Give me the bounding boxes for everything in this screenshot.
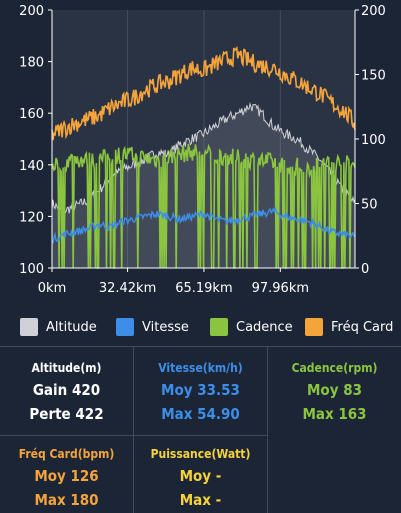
stat-puissance: Puissance(Watt) Moy - Max -	[134, 447, 267, 509]
legend: Altitude Vitesse Cadence Fréq Card	[0, 316, 401, 338]
legend-swatch-cadence	[210, 318, 228, 336]
y-tick-label-right: 100	[361, 133, 386, 148]
y-tick-label-right: 0	[361, 262, 369, 277]
chart: 100 120 140 160 180 200 0 50 100 150 200 0km 32.42km…	[19, 4, 386, 296]
stat-altitude-loss: Perte 422	[29, 405, 104, 423]
stat-cadence-max: Max 163	[302, 405, 367, 423]
stat-vitesse: Vitesse(km/h) Moy 33.53 Max 54.90	[134, 361, 267, 423]
stat-freq-card: Fréq Card(bpm) Moy 126 Max 180	[0, 447, 133, 509]
x-tick-label: 97.96km	[252, 281, 309, 296]
x-tick-label: 0km	[38, 281, 66, 296]
legend-label-altitude: Altitude	[46, 319, 97, 335]
stats-panel: Altitude(m) Gain 420 Perte 422 Vitesse(k…	[0, 346, 401, 513]
y-tick-label-left: 200	[19, 4, 44, 19]
y-tick-label-left: 160	[19, 107, 44, 122]
stat-cadence-avg: Moy 83	[307, 381, 362, 399]
stat-altitude-header: Altitude(m)	[31, 361, 102, 375]
stats-divider	[267, 347, 268, 513]
x-tick-label: 32.42km	[99, 281, 156, 296]
series-line-altitude	[51, 101, 356, 215]
stat-puissance-header: Puissance(Watt)	[150, 447, 251, 461]
y-tick-label-left: 140	[19, 159, 44, 174]
legend-item-freq-card: Fréq Card	[305, 316, 393, 338]
stat-vitesse-max: Max 54.90	[161, 405, 240, 423]
stats-divider	[133, 435, 134, 513]
y-tick-label-left: 100	[19, 262, 44, 277]
stat-freq-card-header: Fréq Card(bpm)	[18, 447, 115, 461]
stat-cadence-header: Cadence(rpm)	[291, 361, 378, 375]
legend-label-cadence: Cadence	[236, 319, 293, 335]
stat-cadence: Cadence(rpm) Moy 83 Max 163	[268, 361, 401, 423]
x-tick-label: 65.19km	[175, 281, 232, 296]
y-tick-label-left: 180	[19, 56, 44, 71]
legend-item-cadence: Cadence	[210, 316, 293, 338]
stat-vitesse-header: Vitesse(km/h)	[158, 361, 243, 375]
stats-divider	[133, 347, 134, 435]
stat-freq-card-max: Max 180	[34, 491, 99, 509]
y-tick-label-right: 50	[361, 198, 378, 213]
series-line-vitesse	[51, 206, 356, 244]
stat-puissance-max: Max -	[179, 491, 222, 509]
stat-vitesse-avg: Moy 33.53	[161, 381, 240, 399]
legend-label-freq-card: Fréq Card	[331, 319, 394, 335]
legend-swatch-vitesse	[116, 318, 134, 336]
y-tick-label-right: 200	[361, 4, 386, 19]
series-line-freq-card	[51, 45, 356, 141]
legend-item-vitesse: Vitesse	[116, 316, 189, 338]
chart-axes: 100 120 140 160 180 200 0 50 100 150 200 0km 32.42km…	[19, 4, 386, 296]
stat-altitude: Altitude(m) Gain 420 Perte 422	[0, 361, 133, 423]
y-tick-label-left: 120	[19, 210, 44, 225]
stat-altitude-gain: Gain 420	[32, 381, 101, 399]
y-tick-label-right: 150	[361, 69, 386, 84]
legend-item-altitude: Altitude	[20, 316, 97, 338]
legend-swatch-freq-card	[305, 318, 323, 336]
stat-freq-card-avg: Moy 126	[34, 467, 99, 485]
legend-label-vitesse: Vitesse	[142, 319, 189, 335]
stat-puissance-avg: Moy -	[179, 467, 222, 485]
legend-swatch-altitude	[20, 318, 38, 336]
